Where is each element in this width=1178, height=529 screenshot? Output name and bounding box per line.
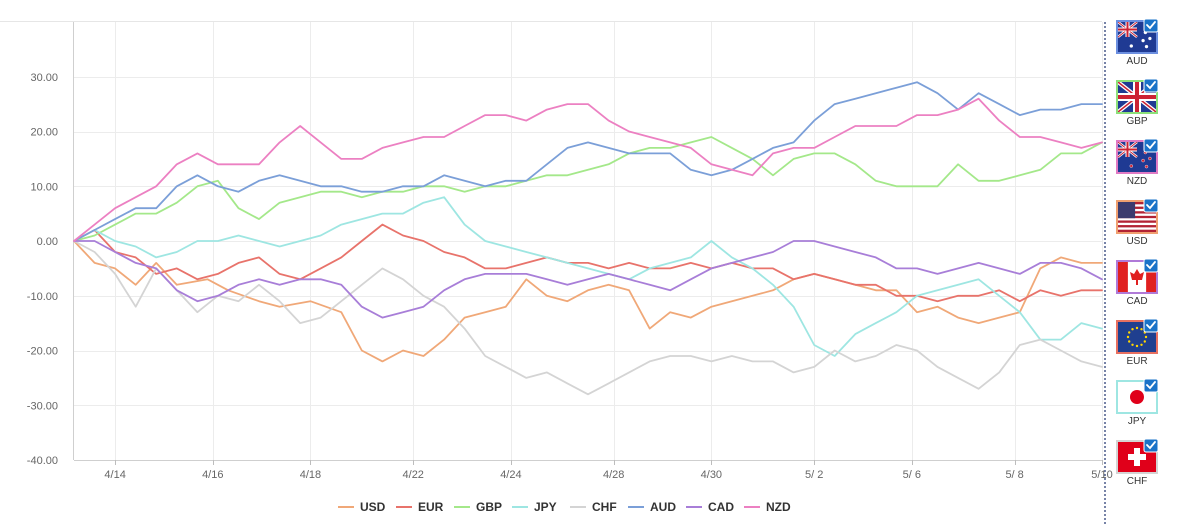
legend-item-gbp[interactable]: GBP <box>454 500 502 514</box>
new-zealand-flag <box>1117 141 1156 172</box>
legend-label: CAD <box>708 500 734 514</box>
y-tick-label: -10.00 <box>27 291 58 303</box>
currency-code-label: GBP <box>1126 116 1147 127</box>
y-axis: 30.00 20.00 10.00 0.00 -10.00 -20.00 -30.00 -40… <box>27 72 58 467</box>
currency-toggle-usd[interactable]: USD <box>1116 198 1159 247</box>
check-mark-icon <box>1146 381 1156 390</box>
currency-toggle-cad[interactable]: CAD <box>1116 258 1159 307</box>
check-mark-icon <box>1146 261 1156 270</box>
currency-code-label: JPY <box>1128 416 1147 427</box>
currency-code-label: AUD <box>1126 56 1147 67</box>
legend-item-usd[interactable]: USD <box>338 500 386 514</box>
legend-item-cad[interactable]: CAD <box>686 500 734 514</box>
x-tick-label: 4/22 <box>403 469 424 481</box>
flag-border <box>1116 80 1158 114</box>
currency-code-label: USD <box>1126 236 1147 247</box>
y-tick-label: -30.00 <box>27 400 58 412</box>
x-axis: 4/14 4/16 4/18 4/22 4/24 4/28 4/30 5/ 2 5/ 6 5/ 8… <box>104 460 1113 481</box>
y-tick-label: 20.00 <box>30 127 58 139</box>
currency-toggle-gbp[interactable]: GBP <box>1116 78 1159 127</box>
legend-item-chf[interactable]: CHF <box>570 500 617 514</box>
x-tick-label: 4/14 <box>104 469 125 481</box>
series-line-aud[interactable] <box>73 81 1103 242</box>
x-tick-label: 4/16 <box>202 469 223 481</box>
legend-label: JPY <box>534 500 557 514</box>
legend-item-jpy[interactable]: JPY <box>512 500 557 514</box>
legend-label: CHF <box>592 500 617 514</box>
currency-code-label: EUR <box>1126 356 1147 367</box>
x-tick-label: 4/18 <box>300 469 321 481</box>
currency-selector-panel[interactable]: AUD GBP NZD USD CAD EUR JPY CHF <box>1104 18 1159 524</box>
currency-code-label: CHF <box>1127 476 1148 487</box>
y-tick-label: -40.00 <box>27 455 58 467</box>
legend-label: AUD <box>650 500 676 514</box>
series-line-chf[interactable] <box>73 240 1103 396</box>
y-tick-label: 10.00 <box>30 181 58 193</box>
currency-toggle-aud[interactable]: AUD <box>1116 18 1159 67</box>
x-tick-label: 4/28 <box>603 469 624 481</box>
legend-item-aud[interactable]: AUD <box>628 500 676 514</box>
flag-border <box>1116 140 1158 174</box>
flag-border <box>1116 20 1158 54</box>
legend-label: GBP <box>476 500 502 514</box>
currency-toggle-nzd[interactable]: NZD <box>1116 138 1159 187</box>
x-tick-label: 5/10 <box>1091 469 1112 481</box>
series-line-gbp[interactable] <box>73 136 1103 242</box>
currency-toggle-chf[interactable]: CHF <box>1116 438 1159 487</box>
series-line-usd[interactable] <box>73 240 1103 363</box>
check-mark-icon <box>1146 21 1156 30</box>
legend-label: NZD <box>766 500 791 514</box>
check-mark-icon <box>1146 201 1156 210</box>
currency-toggle-jpy[interactable]: JPY <box>1116 378 1159 427</box>
series-line-cad[interactable] <box>73 240 1103 319</box>
legend-label: USD <box>360 500 386 514</box>
y-tick-label: 30.00 <box>30 72 58 84</box>
flag-border <box>1116 380 1158 414</box>
uk-flag <box>1116 80 1158 114</box>
currency-code-label: CAD <box>1126 296 1147 307</box>
legend-item-eur[interactable]: EUR <box>396 500 444 514</box>
y-tick-label: -20.00 <box>27 346 58 358</box>
currency-toggle-eur[interactable]: EUR <box>1116 318 1159 367</box>
currency-code-label: NZD <box>1127 176 1148 187</box>
y-tick-label: 0.00 <box>37 236 58 248</box>
check-mark-icon <box>1146 81 1156 90</box>
legend-item-nzd[interactable]: NZD <box>744 500 791 514</box>
check-mark-icon <box>1146 321 1156 330</box>
legend-label: EUR <box>418 500 444 514</box>
x-tick-label: 5/ 8 <box>1005 469 1023 481</box>
x-tick-label: 4/30 <box>701 469 722 481</box>
flag-border <box>1116 320 1158 354</box>
x-tick-label: 5/ 6 <box>903 469 921 481</box>
flag-border <box>1116 260 1158 294</box>
series-lines <box>73 81 1103 396</box>
flag-border <box>1116 200 1158 234</box>
flag-border <box>1116 440 1158 474</box>
series-line-nzd[interactable] <box>73 97 1103 242</box>
x-tick-label: 5/ 2 <box>805 469 823 481</box>
series-line-jpy[interactable] <box>73 196 1103 357</box>
x-tick-label: 4/24 <box>500 469 521 481</box>
check-mark-icon <box>1146 441 1156 450</box>
check-mark-icon <box>1146 141 1156 150</box>
legend[interactable]: USD EUR GBP JPY CHF AUD CAD NZD <box>338 500 791 514</box>
series-line-eur[interactable] <box>73 223 1103 303</box>
us-flag <box>1118 202 1156 232</box>
